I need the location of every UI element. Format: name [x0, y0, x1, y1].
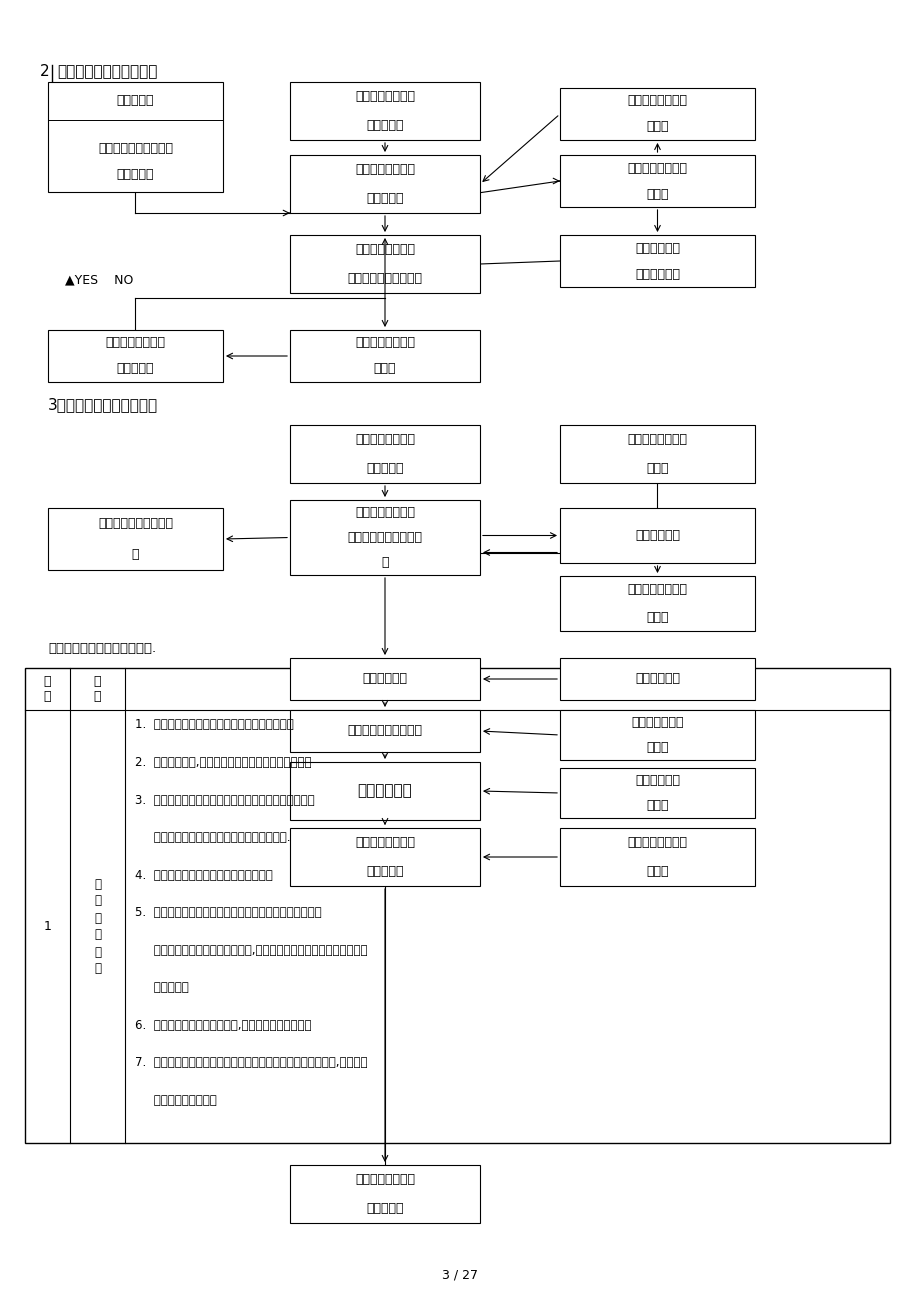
Text: 承包商: 承包商 — [645, 121, 668, 134]
Text: 分解造价控制目标: 分解造价控制目标 — [355, 506, 414, 519]
Text: 法律、法规、技术标准的基础上,收集本项目的条件，技术标准和有关: 法律、法规、技术标准的基础上,收集本项目的条件，技术标准和有关 — [135, 944, 367, 957]
Text: 7.  准备好监理合同与业主约定准备好生活设施，配备办公设施,计算机等: 7. 准备好监理合同与业主约定准备好生活设施，配备办公设施,计算机等 — [135, 1056, 367, 1069]
Text: 用条款，初步确定质量控制要点和控制方法.: 用条款，初步确定质量控制要点和控制方法. — [135, 831, 290, 844]
Text: 严重偏离计划: 严重偏离计划 — [634, 529, 679, 542]
Text: 一．施工准备阶段的质量控制.: 一．施工准备阶段的质量控制. — [48, 642, 156, 655]
Text: 4.  明确本工程的结算方式和验收方式等。: 4. 明确本工程的结算方式和验收方式等。 — [135, 868, 272, 881]
Text: 3 / 27: 3 / 27 — [441, 1268, 478, 1281]
Text: 监理工程师: 监理工程师 — [366, 865, 403, 878]
Text: 项
目: 项 目 — [94, 674, 101, 703]
Text: 承包商: 承包商 — [645, 462, 668, 475]
Text: 3、投资控制监理工作流程: 3、投资控制监理工作流程 — [48, 397, 158, 413]
Text: 6.  配置必要的检测器具、设备,并进行检测单位确认。: 6. 配置必要的检测器具、设备,并进行检测单位确认。 — [135, 1019, 312, 1032]
Text: 承包商: 承包商 — [645, 741, 668, 754]
Bar — [560, 424, 754, 483]
Bar — [560, 768, 754, 818]
Text: 审核竣工结算文件: 审核竣工结算文件 — [355, 1173, 414, 1186]
Text: 承包商: 承包商 — [373, 362, 396, 375]
Text: 申报已完工程量: 申报已完工程量 — [630, 716, 683, 729]
Bar — [289, 828, 480, 885]
Text: 自
身
准
备
工
作: 自 身 准 备 工 作 — [94, 878, 101, 975]
Text: 监理工程师: 监理工程师 — [117, 168, 154, 181]
Text: 上报施工方案: 上报施工方案 — [634, 673, 679, 685]
Text: 上报施工进度计划: 上报施工进度计划 — [627, 95, 686, 108]
Bar — [560, 710, 754, 760]
Bar — [48, 508, 222, 570]
Bar — [289, 234, 480, 293]
Text: 提交竣工结算文件: 提交竣工结算文件 — [627, 583, 686, 596]
Bar — [560, 89, 754, 141]
Bar — [560, 508, 754, 562]
Bar — [289, 82, 480, 141]
Bar — [560, 234, 754, 286]
Text: 明确造价控制目标: 明确造价控制目标 — [355, 434, 414, 447]
Text: 明确合同指令工期: 明确合同指令工期 — [355, 90, 414, 103]
Bar — [48, 82, 222, 191]
Text: 3.  營习本工程的工程合同，營习和掌握工程合同中的一: 3. 營习本工程的工程合同，營习和掌握工程合同中的一 — [135, 794, 314, 807]
Text: 监理工程师: 监理工程师 — [366, 191, 403, 204]
Text: 承包商: 承包商 — [645, 865, 668, 878]
Text: 审核、确认已完工程量: 审核、确认已完工程量 — [347, 724, 422, 737]
Text: 序
号: 序 号 — [44, 674, 51, 703]
Text: 执行进度计划审批程序: 执行进度计划审批程序 — [347, 272, 422, 285]
Bar — [560, 575, 754, 631]
Bar — [289, 710, 480, 753]
Text: 证: 证 — [380, 556, 389, 569]
Text: 监理工程师: 监理工程师 — [366, 118, 403, 132]
Bar — [289, 500, 480, 575]
Text: 提交工程延期报告: 提交工程延期报告 — [627, 434, 686, 447]
Bar — [25, 668, 889, 1143]
Text: 审核月工程结算单: 审核月工程结算单 — [355, 836, 414, 849]
Text: 施工进度计划实施: 施工进度计划实施 — [355, 336, 414, 349]
Bar — [289, 762, 480, 820]
Text: 2.  明确分工范围,各岗位的具体工作内容和岗位职责。: 2. 明确分工范围,各岗位的具体工作内容和岗位职责。 — [135, 756, 312, 769]
Text: 总监理工程师: 总监理工程师 — [634, 267, 679, 280]
Bar — [560, 828, 754, 885]
Text: 工程结算程序: 工程结算程序 — [357, 784, 412, 798]
Bar — [289, 424, 480, 483]
Text: 审查施工进度计划: 审查施工进度计划 — [355, 163, 414, 176]
Text: 技术资料。: 技术资料。 — [135, 982, 188, 995]
Text: 审查施工方案: 审查施工方案 — [362, 673, 407, 685]
Text: 序: 序 — [131, 548, 139, 561]
Text: 5.  认真阅读相关的设计文件，在營习有关的国家和地方的: 5. 认真阅读相关的设计文件，在營习有关的国家和地方的 — [135, 906, 322, 919]
Bar — [560, 658, 754, 700]
Text: 审核设计变更、现场签: 审核设计变更、现场签 — [347, 531, 422, 544]
Text: 承包商: 承包商 — [645, 611, 668, 624]
Text: 审批工程延期: 审批工程延期 — [634, 241, 679, 254]
Text: 1: 1 — [43, 921, 51, 934]
Bar — [48, 329, 222, 381]
Text: 2: 2 — [40, 65, 50, 79]
Text: 、进度控制监理工作流程: 、进度控制监理工作流程 — [57, 65, 157, 79]
Text: 指令采取调整措施: 指令采取调整措施 — [106, 336, 165, 349]
Text: 审批施工进度计划: 审批施工进度计划 — [355, 243, 414, 256]
Text: 监理工程师: 监理工程师 — [117, 362, 154, 375]
Text: 套用施工定额确定工期: 套用施工定额确定工期 — [98, 142, 173, 155]
Text: 进入工程进度款拨付程: 进入工程进度款拨付程 — [98, 517, 173, 530]
Text: 修改施工方案: 修改施工方案 — [634, 773, 679, 786]
Text: ▲YES    NO: ▲YES NO — [65, 273, 133, 286]
Text: 申报月工程结算单: 申报月工程结算单 — [627, 836, 686, 849]
Text: 修改施工进度计划: 修改施工进度计划 — [627, 161, 686, 174]
Bar — [560, 155, 754, 207]
Text: 辅助监理工作管理。: 辅助监理工作管理。 — [135, 1094, 217, 1107]
Bar — [289, 329, 480, 381]
Text: 监理工程师: 监理工程师 — [366, 462, 403, 475]
Bar — [289, 1165, 480, 1223]
Text: 统计工程量: 统计工程量 — [117, 95, 154, 108]
Text: 承包商: 承包商 — [645, 187, 668, 201]
Text: 1.  建立项目监理组织机构，明确各岗位的职责。: 1. 建立项目监理组织机构，明确各岗位的职责。 — [135, 719, 293, 732]
Bar — [289, 155, 480, 214]
Text: 监理工程师: 监理工程师 — [366, 1202, 403, 1215]
Bar — [289, 658, 480, 700]
Text: 承包商: 承包商 — [645, 799, 668, 812]
